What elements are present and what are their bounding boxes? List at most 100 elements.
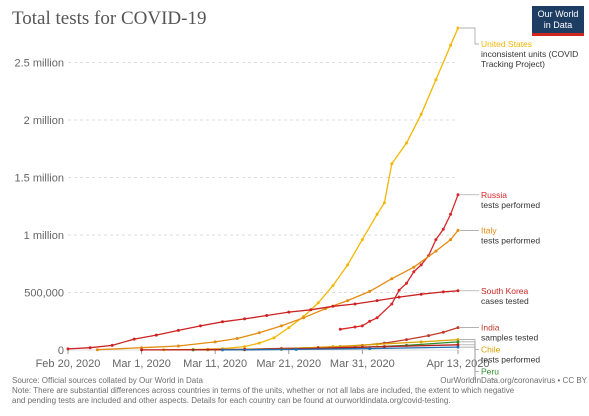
data-point: [294, 347, 298, 351]
data-point: [456, 326, 460, 330]
data-point: [412, 265, 416, 269]
chart-footer: Source: Official sources collated by Our…: [12, 376, 587, 406]
data-point: [221, 320, 224, 324]
data-point: [382, 201, 386, 205]
series-line: [97, 229, 459, 351]
license-link[interactable]: OurWorldInData.org/coronavirus • CC BY: [440, 376, 587, 385]
grid-lines: [68, 62, 458, 351]
data-point: [382, 345, 386, 349]
y-tick-label: 500,000: [24, 288, 64, 300]
x-tick-label: Mar 1, 2020: [112, 358, 171, 370]
series-label-note: inconsistent units (COVID: [481, 49, 578, 59]
data-point: [140, 346, 144, 350]
data-point: [412, 270, 416, 274]
data-point: [390, 277, 394, 281]
data-point: [456, 338, 460, 342]
owid-logo[interactable]: Our World in Data: [532, 6, 584, 36]
data-point: [176, 328, 180, 332]
data-point: [441, 227, 445, 231]
series-line: [340, 194, 459, 330]
data-point: [353, 325, 357, 329]
data-point: [88, 346, 92, 350]
line-chart: 0 500,000 1 million 1.5 million 2 million 2.5…: [14, 26, 578, 380]
series-label-name: Chile: [481, 345, 501, 355]
x-tick-label: Mar 31, 2020: [330, 358, 395, 370]
data-point: [397, 288, 401, 292]
series-label-name: Italy: [481, 225, 497, 235]
series-line: [163, 27, 459, 351]
data-point: [434, 78, 438, 82]
data-point: [441, 290, 445, 294]
label-connector: [460, 346, 476, 380]
series-line: [222, 346, 459, 351]
series-label-note: tests performed: [481, 200, 540, 210]
series-label-note: units unclear: [481, 377, 529, 380]
source-text: Source: Official sources collated by Our…: [12, 376, 203, 385]
data-point: [243, 317, 247, 321]
data-point: [456, 228, 460, 232]
data-point: [257, 341, 261, 345]
data-point: [456, 345, 460, 349]
series-label-note: Tracking Project): [481, 59, 545, 69]
data-point: [419, 112, 423, 116]
data-point: [132, 337, 136, 341]
data-point: [316, 301, 320, 305]
y-tick-label: 1.5 million: [14, 173, 64, 185]
note-text-line2: and pending tests are included and other…: [12, 396, 451, 405]
data-point: [419, 292, 423, 296]
series-label-note: cases tested: [481, 296, 529, 306]
data-point: [390, 302, 394, 306]
data-point: [272, 336, 276, 340]
x-tick-label: Mar 21, 2020: [256, 358, 321, 370]
series-label-name: Peru: [481, 367, 499, 377]
data-point: [353, 302, 357, 306]
data-point: [441, 330, 445, 334]
series-label-name: India: [481, 323, 500, 333]
data-point: [456, 193, 460, 197]
data-point: [405, 141, 408, 145]
y-tick-label: 0: [58, 345, 64, 357]
data-point: [66, 347, 70, 351]
data-point: [449, 212, 453, 216]
chart-title: Total tests for COVID-19: [12, 8, 207, 29]
series-label-name: United States: [481, 39, 532, 49]
data-point: [456, 26, 460, 30]
data-point: [419, 340, 423, 344]
series-label-note: tests performed: [481, 355, 540, 365]
data-point: [176, 344, 180, 348]
data-point: [346, 263, 350, 267]
data-point: [199, 324, 202, 328]
series-label-name: South Korea: [481, 286, 529, 296]
series-label-note: samples tested: [481, 333, 538, 343]
data-point: [449, 238, 453, 242]
data-point: [368, 319, 372, 323]
data-point: [243, 345, 247, 349]
data-point: [95, 348, 99, 352]
data-point: [390, 162, 394, 166]
data-point: [405, 281, 408, 285]
data-point: [346, 299, 350, 303]
data-point: [397, 295, 401, 299]
data-point: [110, 343, 114, 347]
data-point: [154, 333, 158, 337]
data-point: [375, 342, 379, 346]
x-tick-label: Feb 20, 2020: [36, 358, 101, 370]
x-tick-label: Mar 11, 2020: [183, 358, 247, 370]
data-point: [375, 316, 379, 320]
data-point: [456, 340, 460, 344]
data-point: [360, 238, 364, 242]
data-point: [235, 337, 239, 340]
data-point: [265, 314, 269, 317]
label-connector: [460, 27, 479, 45]
data-point: [287, 326, 291, 330]
series-label-name: Russia: [481, 190, 507, 200]
y-tick-label: 2 million: [24, 115, 64, 127]
data-point: [449, 43, 453, 47]
data-point: [331, 284, 335, 288]
y-axis: 0 500,000 1 million 1.5 million 2 million 2.5…: [14, 58, 64, 358]
data-point: [368, 289, 372, 293]
y-tick-label: 1 million: [24, 230, 64, 242]
data-point: [434, 249, 438, 253]
y-tick-label: 2.5 million: [14, 58, 64, 70]
